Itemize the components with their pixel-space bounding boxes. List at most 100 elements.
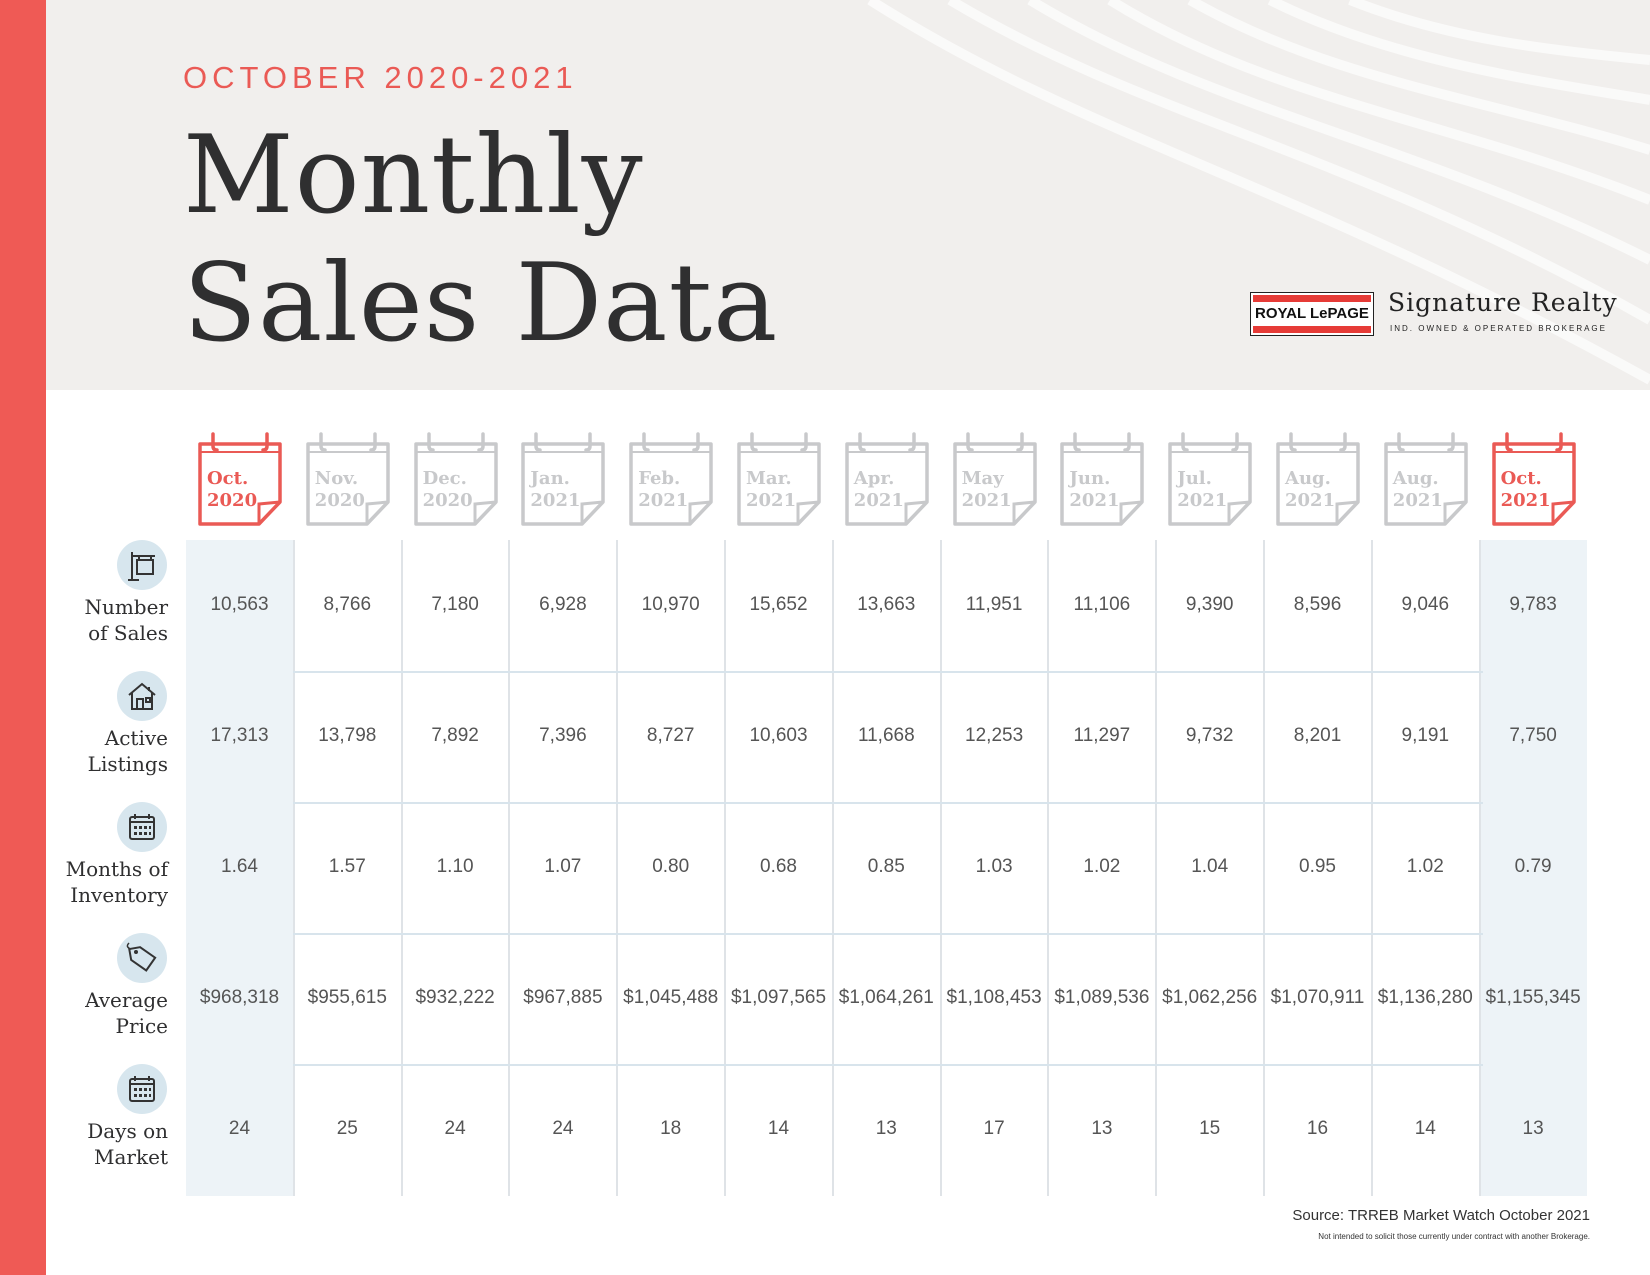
- month-calendar-icon: Aug. 2021: [1383, 430, 1468, 528]
- table-cell: 11,297: [1073, 725, 1131, 746]
- table-cell: 0.79: [1514, 856, 1552, 877]
- calendar-year: 2021: [746, 490, 797, 511]
- title-line-1: Monthly: [183, 113, 644, 238]
- calendar-year: 2021: [853, 490, 904, 511]
- highlight-column-0: [186, 540, 293, 1196]
- calendar-month: Dec.: [422, 468, 467, 489]
- price-tag-icon: [117, 933, 167, 983]
- row-label: Number of Sales: [8, 594, 168, 646]
- calendar-year: 2021: [1500, 490, 1551, 511]
- month-calendar-icon: Jul. 2021: [1167, 430, 1252, 528]
- wave-pattern-decoration: [867, 0, 1650, 385]
- row-label-line: Months of: [65, 857, 168, 881]
- column-divider: [939, 540, 942, 1196]
- table-cell: 7,750: [1509, 725, 1557, 746]
- calendar-year: 2020: [314, 490, 365, 511]
- table-cell: $1,070,911: [1270, 987, 1365, 1008]
- table-cell: 7,892: [431, 725, 479, 746]
- row-label-line: Days on: [87, 1119, 168, 1143]
- month-calendar-icon: May 2021: [952, 430, 1037, 528]
- table-cell: 1.64: [221, 856, 258, 877]
- table-cell: 9,390: [1185, 594, 1234, 615]
- calendar-label: Mar. 2021: [746, 468, 796, 512]
- calendar-label: Oct. 2021: [1501, 468, 1551, 512]
- table-cell: 15,652: [749, 594, 808, 615]
- calendar-label: Jul. 2021: [1177, 468, 1227, 512]
- row-label-line: Number: [84, 595, 168, 619]
- table-cell: 1.02: [1083, 856, 1121, 877]
- calendar-label: Apr. 2021: [854, 468, 904, 512]
- row-label-line: Price: [115, 1014, 168, 1038]
- calendar-year: 2021: [1177, 490, 1228, 511]
- calendar-month: Jan.: [530, 468, 570, 489]
- calendar-year: 2020: [207, 490, 258, 511]
- logo-stripe-bottom: [1253, 326, 1371, 333]
- table-cell: 9,191: [1401, 725, 1450, 746]
- table-cell: 0.85: [867, 856, 905, 877]
- row-divider: [293, 671, 1483, 673]
- month-calendar-icon: Feb. 2021: [628, 430, 713, 528]
- row-label-line: Inventory: [70, 883, 168, 907]
- title-line-2: Sales Data: [183, 241, 779, 366]
- calendar-year: 2021: [1069, 490, 1120, 511]
- table-cell: $955,615: [307, 987, 387, 1008]
- table-cell: 8,201: [1293, 725, 1342, 746]
- table-cell: $1,136,280: [1377, 987, 1473, 1008]
- table-cell: 1.10: [436, 856, 474, 877]
- table-cell: 13: [875, 1118, 897, 1139]
- table-cell: $1,089,536: [1054, 987, 1150, 1008]
- table-cell: 13: [1091, 1118, 1113, 1139]
- calendar-month: May: [961, 468, 1004, 489]
- month-calendar-icon: Mar. 2021: [736, 430, 821, 528]
- table-cell: 18: [660, 1118, 682, 1139]
- table-cell: $1,155,345: [1485, 987, 1581, 1008]
- calendar-month: Aug.: [1285, 468, 1331, 489]
- calendar-month: Oct.: [207, 468, 249, 489]
- calendar-month: Nov.: [314, 468, 359, 489]
- calendar-month: Oct.: [1500, 468, 1542, 489]
- header-banner: OCTOBER 2020-2021 Monthly Sales Data ROY…: [46, 0, 1650, 390]
- table-cell: 9,046: [1401, 594, 1450, 615]
- row-label: Average Price: [8, 987, 168, 1039]
- row-label-line: of Sales: [88, 621, 168, 645]
- table-cell: 13: [1522, 1118, 1544, 1139]
- calendar-year: 2020: [422, 490, 473, 511]
- highlight-column-12: [1479, 540, 1587, 1196]
- calendar-label: Nov. 2020: [315, 468, 365, 512]
- table-cell: $1,062,256: [1162, 987, 1258, 1008]
- row-label-line: Average: [85, 988, 168, 1012]
- source-note: Source: TRREB Market Watch October 2021: [1292, 1207, 1590, 1224]
- calendar-icon: [117, 1064, 167, 1114]
- month-calendar-icon: Apr. 2021: [844, 430, 929, 528]
- table-cell: $1,064,261: [838, 987, 934, 1008]
- column-divider: [1370, 540, 1373, 1196]
- table-cell: $1,097,565: [730, 987, 827, 1008]
- calendar-month: Jun.: [1069, 468, 1111, 489]
- row-label-line: Active: [104, 726, 168, 750]
- calendar-month: Jul.: [1177, 468, 1212, 489]
- table-cell: 14: [767, 1118, 790, 1139]
- table-cell: 0.80: [652, 856, 690, 877]
- row-divider: [293, 933, 1483, 935]
- table-cell: 10,970: [641, 594, 700, 615]
- table-cell: 12,253: [965, 725, 1024, 746]
- table-cell: 9,783: [1509, 594, 1557, 615]
- calendar-label: Aug. 2021: [1393, 468, 1443, 512]
- column-divider: [508, 540, 511, 1196]
- royal-lepage-logo: ROYAL LePAGE: [1250, 292, 1374, 336]
- left-accent-bar: [0, 0, 46, 1275]
- house-icon: [117, 671, 167, 721]
- calendar-month: Apr.: [853, 468, 895, 489]
- month-calendar-icon: Oct. 2020: [197, 430, 282, 528]
- table-cell: 1.57: [328, 856, 366, 877]
- table-cell: $967,885: [523, 987, 603, 1008]
- column-divider: [1478, 540, 1481, 1196]
- table-cell: 25: [336, 1118, 358, 1139]
- table-cell: 15: [1199, 1118, 1221, 1139]
- row-label: Active Listings: [8, 725, 168, 777]
- column-divider: [724, 540, 726, 1196]
- row-label: Days on Market: [8, 1118, 168, 1170]
- column-divider: [1263, 540, 1265, 1196]
- month-calendar-icon: Jun. 2021: [1059, 430, 1145, 528]
- table-cell: 1.04: [1191, 856, 1229, 877]
